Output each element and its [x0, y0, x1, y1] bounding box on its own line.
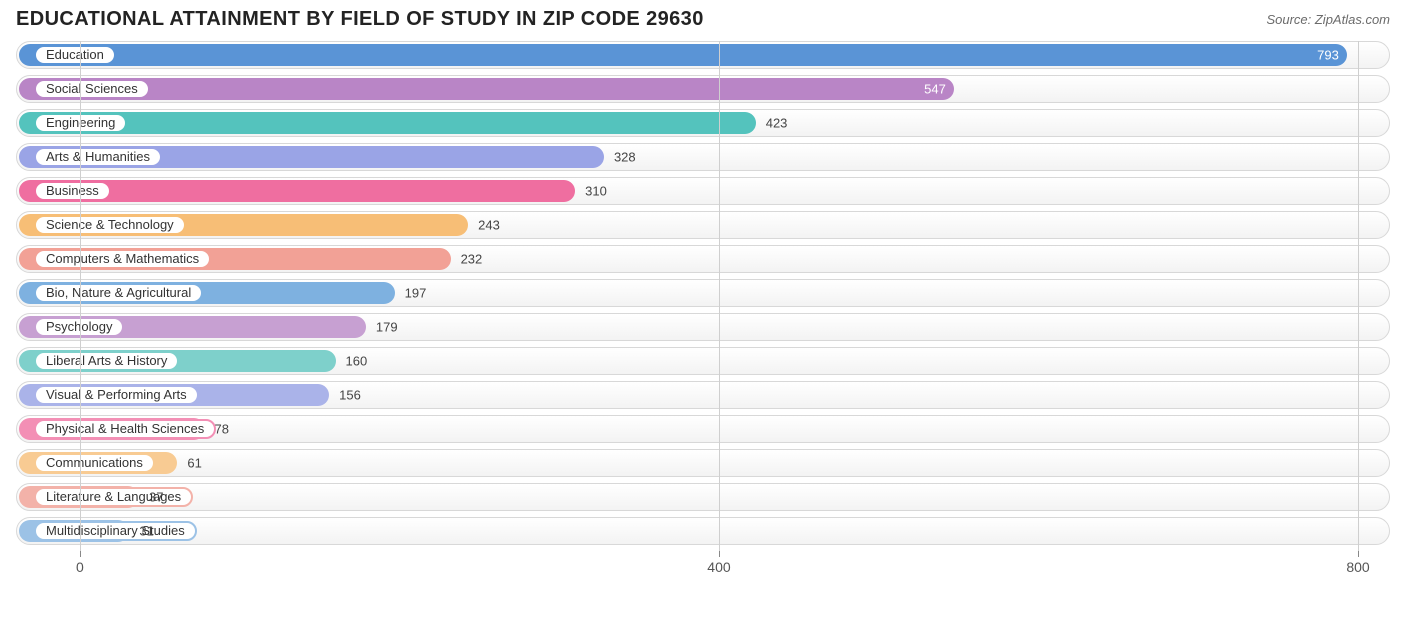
category-label: Social Sciences [34, 79, 150, 99]
value-label: 78 [215, 422, 229, 437]
value-label: 37 [149, 490, 163, 505]
axis-tick-label: 400 [707, 559, 730, 575]
category-label: Liberal Arts & History [34, 351, 179, 371]
value-label: 197 [405, 286, 427, 301]
bar-row: Engineering423 [16, 109, 1390, 137]
bar-fill [19, 112, 756, 134]
value-label: 179 [376, 320, 398, 335]
chart-container: EDUCATIONAL ATTAINMENT BY FIELD OF STUDY… [0, 0, 1406, 589]
axis-tick-label: 0 [76, 559, 84, 575]
category-label: Physical & Health Sciences [34, 419, 216, 439]
bar-row: Communications 61 [16, 449, 1390, 477]
bar-row: Business 310 [16, 177, 1390, 205]
category-label: Multidisciplinary Studies [34, 521, 197, 541]
bar-row: Social Sciences 547 [16, 75, 1390, 103]
bar-row: Psychology179 [16, 313, 1390, 341]
axis-tick [80, 551, 81, 557]
bar-row: Multidisciplinary Studies31 [16, 517, 1390, 545]
bar-track [16, 483, 1390, 511]
category-label: Education [34, 45, 116, 65]
value-label: 156 [339, 388, 361, 403]
category-label: Bio, Nature & Agricultural [34, 283, 203, 303]
header: EDUCATIONAL ATTAINMENT BY FIELD OF STUDY… [16, 8, 1390, 31]
value-label: 310 [585, 184, 607, 199]
gridline [80, 41, 81, 555]
axis-tick [1358, 551, 1359, 557]
value-label: 61 [187, 456, 201, 471]
bar-track [16, 449, 1390, 477]
axis-tick [719, 551, 720, 557]
bar-row: Computers & Mathematics 232 [16, 245, 1390, 273]
bar-row: Arts & Humanities 328 [16, 143, 1390, 171]
category-label: Science & Technology [34, 215, 186, 235]
value-label: 243 [478, 218, 500, 233]
bar-row: Visual & Performing Arts 156 [16, 381, 1390, 409]
gridline [719, 41, 720, 555]
bar-fill [19, 78, 954, 100]
value-label: 31 [139, 524, 153, 539]
value-label: 423 [766, 116, 788, 131]
gridline [1358, 41, 1359, 555]
plot-area: Education 793 Social Sciences 547 Engineerin… [16, 41, 1390, 545]
chart-title: EDUCATIONAL ATTAINMENT BY FIELD OF STUDY… [16, 8, 704, 31]
category-label: Business [34, 181, 111, 201]
category-label: Visual & Performing Arts [34, 385, 199, 405]
category-label: Communications [34, 453, 155, 473]
category-label: Literature & Languages [34, 487, 193, 507]
bar-row: Liberal Arts & History 160 [16, 347, 1390, 375]
bar-row: Physical & Health Sciences78 [16, 415, 1390, 443]
category-label: Arts & Humanities [34, 147, 162, 167]
bar-fill [19, 44, 1347, 66]
value-label: 232 [461, 252, 483, 267]
axis-tick-label: 800 [1346, 559, 1369, 575]
x-axis: 0 400 800 [16, 551, 1390, 585]
value-label: 328 [614, 150, 636, 165]
bar-row: Literature & Languages37 [16, 483, 1390, 511]
bar-row: Science & Technology 243 [16, 211, 1390, 239]
bar-row: Education 793 [16, 41, 1390, 69]
bar-row: Bio, Nature & Agricultural 197 [16, 279, 1390, 307]
value-label: 160 [346, 354, 368, 369]
bar-track [16, 517, 1390, 545]
value-label: 547 [924, 82, 946, 97]
source-attribution: Source: ZipAtlas.com [1266, 8, 1390, 27]
value-label: 793 [1317, 48, 1339, 63]
category-label: Computers & Mathematics [34, 249, 211, 269]
